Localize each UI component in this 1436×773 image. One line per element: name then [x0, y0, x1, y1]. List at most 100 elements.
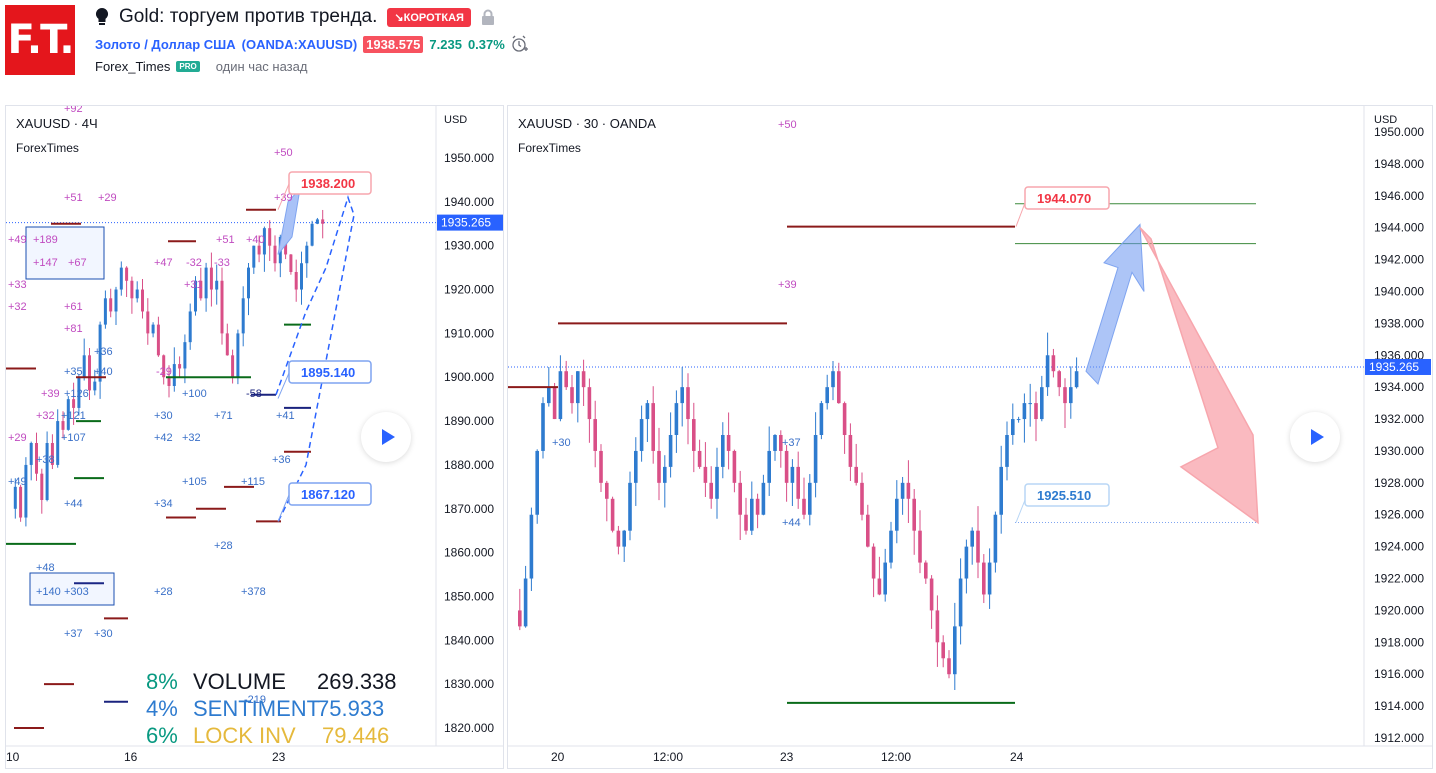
candle-body: [146, 311, 150, 334]
candle-body: [29, 443, 33, 465]
trade-annotation: +81: [64, 323, 83, 335]
price-tick: 1916.000: [1374, 667, 1424, 681]
price-tick: 1940.000: [444, 195, 494, 209]
trade-annotation: +29: [98, 192, 117, 204]
play-button-right[interactable]: [1290, 412, 1340, 462]
candle-body: [744, 514, 748, 531]
candle-body: [247, 267, 250, 299]
time-tick: 23: [780, 750, 794, 764]
candle-body: [605, 482, 609, 499]
trade-annotation: +105: [182, 476, 207, 488]
trade-annotation: +34: [154, 498, 173, 510]
callout-1925-box: [1024, 483, 1110, 507]
candle-body: [715, 466, 719, 499]
candle-body: [982, 562, 986, 595]
highlight-box: [25, 226, 105, 280]
idea-header: Gold: торгуем против тренда. ↘КОРОТКАЯ: [95, 6, 495, 28]
candle-body: [750, 498, 754, 531]
candle-body: [628, 482, 632, 531]
candle-body: [674, 403, 679, 435]
candle-body: [151, 324, 155, 334]
candle-body: [709, 482, 713, 499]
trade-annotation: +140: [36, 586, 61, 598]
right-chart-panel[interactable]: USD 1950.000 1948.000 1946.000 1944.000 1942.…: [507, 105, 1433, 769]
candle-body: [842, 403, 847, 435]
candle-body: [854, 466, 858, 483]
candle-body: [241, 298, 245, 334]
trade-annotation: +31: [184, 279, 203, 291]
candle-body: [576, 371, 580, 404]
candle-body: [162, 355, 166, 378]
candle-body: [958, 578, 963, 627]
candle-body: [848, 435, 853, 467]
callout-1867-pointer: [277, 494, 290, 522]
trade-annotation: +49: [8, 234, 27, 246]
candle-body: [98, 324, 102, 382]
candle-body: [895, 498, 899, 531]
price-tick: 1922.000: [1374, 572, 1424, 586]
candle-body: [268, 228, 272, 246]
left-chart-canvas[interactable]: USD 1950.000 1940.000 1930.000 1920.000 1910.…: [6, 106, 503, 768]
trade-annotation: +51: [64, 192, 83, 204]
author-name[interactable]: Forex_Times: [95, 59, 171, 74]
callout-1895-box: [288, 360, 372, 384]
candle-body: [1074, 371, 1079, 388]
price-tick: 1870.000: [444, 502, 494, 516]
price-tick: 1860.000: [444, 546, 494, 560]
trade-annotation: +40: [94, 366, 113, 378]
candle-body: [119, 267, 123, 290]
candle-body: [657, 450, 661, 483]
symbol-price: 1938.575: [363, 35, 424, 53]
trade-annotation: -33: [214, 257, 230, 269]
symbol-code[interactable]: (OANDA:XAUUSD): [241, 36, 358, 52]
candle-body: [93, 381, 97, 391]
candle-body: [784, 450, 789, 483]
symbol-link[interactable]: Золото / Доллар США: [95, 36, 236, 52]
candle-body: [570, 387, 574, 404]
trade-annotation: +30: [552, 437, 571, 449]
candle-body: [294, 272, 298, 290]
left-chart-panel[interactable]: USD 1950.000 1940.000 1930.000 1920.000 1910.…: [5, 105, 504, 769]
candle-body: [61, 421, 65, 430]
candle-body: [941, 642, 945, 659]
candle-body: [114, 289, 118, 312]
candle-body: [773, 435, 777, 451]
candle-body: [622, 530, 626, 547]
candle-body: [906, 482, 911, 499]
candle-body: [703, 466, 708, 483]
candle-body: [523, 578, 528, 627]
candle-body: [924, 562, 928, 579]
author-row: Forex_Times PRO один час назад: [95, 59, 307, 74]
candle-body: [1045, 355, 1050, 388]
candle-body: [634, 450, 638, 483]
trade-annotation: +39: [778, 279, 797, 291]
candle-body: [24, 464, 28, 518]
candle-body: [953, 626, 957, 675]
alarm-icon[interactable]: [511, 35, 529, 53]
play-button-left[interactable]: [361, 412, 411, 462]
candle-body: [947, 658, 951, 675]
candle-body: [738, 482, 742, 515]
callout-1895-pointer: [277, 372, 290, 399]
trade-annotation: +47: [154, 257, 173, 269]
candle-body: [529, 514, 534, 579]
candle-body: [686, 387, 690, 420]
candle-body: [262, 228, 266, 255]
trade-annotation: +33: [8, 279, 27, 291]
candle-body: [300, 263, 303, 290]
candle-body: [976, 530, 980, 563]
candle-body: [535, 450, 539, 515]
price-tick: 1918.000: [1374, 635, 1424, 649]
callout-1867-box: [288, 482, 372, 506]
trade-annotation: -32: [186, 257, 202, 269]
trade-annotation: +36: [272, 454, 291, 466]
trade-annotation: +30: [154, 410, 173, 422]
callout-1938-box: [288, 171, 372, 195]
price-tick: 1948.000: [1374, 157, 1424, 171]
candle-body: [599, 450, 603, 483]
candle-body: [779, 435, 783, 451]
legend-volume-pct: 8%: [146, 669, 178, 694]
candle-body: [45, 443, 49, 500]
candle-body: [860, 482, 864, 515]
